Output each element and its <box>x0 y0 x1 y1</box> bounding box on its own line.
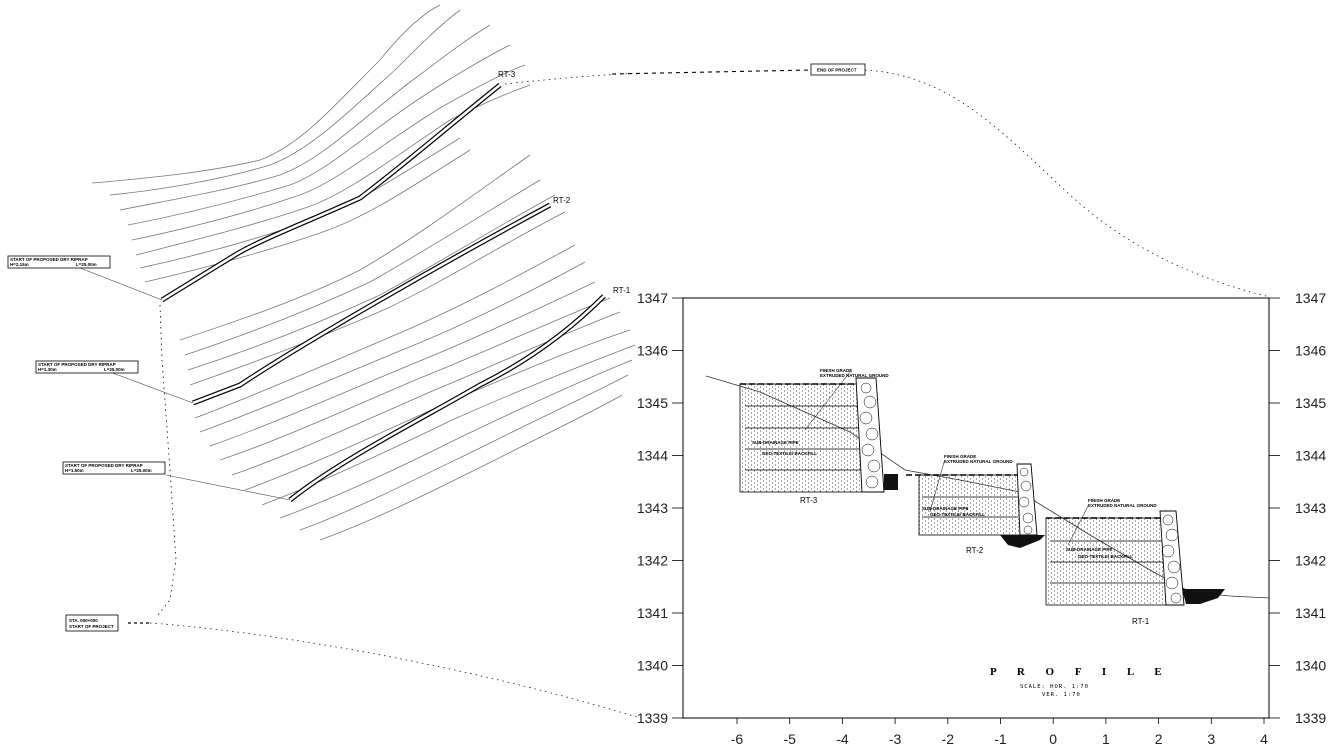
profile-scale-ver: VER. 1:70 <box>1042 692 1081 698</box>
x-tick-label: -5 <box>783 731 796 747</box>
riprap-wall-rt1 <box>288 294 606 502</box>
svg-text:L=25.00m: L=25.00m <box>104 367 125 372</box>
svg-text:FINISH GRADE: FINISH GRADE <box>944 454 976 459</box>
x-tick-label: 1 <box>1102 731 1110 747</box>
contour-line <box>199 261 586 433</box>
contour-line <box>194 244 576 419</box>
svg-text:EXTRUDED NATURAL GROUND: EXTRUDED NATURAL GROUND <box>820 373 889 378</box>
start-of-project-label: STA. 000+000 START OF PROJECT <box>65 614 119 632</box>
svg-text:START OF PROJECT: START OF PROJECT <box>69 624 114 629</box>
contour-lines <box>91 4 636 541</box>
contour-line <box>91 4 441 184</box>
profile-rt3-label: RT-3 <box>800 496 818 505</box>
plan-rt2-label: RT-2 <box>553 196 571 205</box>
svg-text:FINISH GRADE: FINISH GRADE <box>820 368 852 373</box>
svg-text:START OF PROPOSED DRY RIPRAP: START OF PROPOSED DRY RIPRAP <box>10 257 88 262</box>
profile-rt2-label: RT-2 <box>966 546 984 555</box>
y-tick-label-right: 1347 <box>1295 290 1326 306</box>
y-axis-right: 1347 1346 1345 1344 1343 1342 1341 1340 1339 <box>1269 290 1326 726</box>
svg-text:GEO-TEXTILE/ BACKFILL: GEO-TEXTILE/ BACKFILL <box>762 451 817 456</box>
y-tick-label-left: 1339 <box>637 710 668 726</box>
y-tick-label-right: 1344 <box>1295 448 1326 464</box>
y-tick-label-left: 1344 <box>637 448 668 464</box>
contour-line <box>109 9 461 196</box>
contour-line <box>209 281 596 447</box>
y-tick-label-left: 1346 <box>637 343 668 359</box>
y-tick-label-right: 1342 <box>1295 553 1326 569</box>
svg-text:SUB-DRAINAGE PIPE: SUB-DRAINAGE PIPE <box>752 440 799 445</box>
x-tick-label: 0 <box>1049 731 1057 747</box>
contour-line <box>279 359 633 519</box>
y-tick-label-left: 1347 <box>637 290 668 306</box>
contour-line <box>219 297 611 461</box>
y-tick-label-left: 1343 <box>637 500 668 516</box>
section-rt3: FINISH GRADE EXTRUDED NATURAL GROUND SUB… <box>739 368 898 505</box>
contour-line <box>299 374 629 531</box>
riprap-wall-rt3 <box>160 83 502 303</box>
riprap-wall-rt2 <box>192 202 552 406</box>
svg-text:L=25.00m: L=25.00m <box>76 262 97 267</box>
contour-line <box>127 44 511 226</box>
plan-view: RT-3 RT-2 RT-1 START OF PROPOSED DRY RIP… <box>7 4 1271 719</box>
profile-title: P R O F I L E <box>990 666 1171 678</box>
y-tick-label-left: 1340 <box>637 658 668 674</box>
y-tick-label-right: 1340 <box>1295 658 1326 674</box>
svg-text:STA. 000+000: STA. 000+000 <box>69 618 98 623</box>
profile-scale-hor: SCALE: HOR. 1:70 <box>1020 684 1089 690</box>
contour-line <box>319 394 623 541</box>
y-tick-label-right: 1345 <box>1295 395 1326 411</box>
svg-text:SUB-DRAINAGE PIPE: SUB-DRAINAGE PIPE <box>1066 547 1113 552</box>
y-tick-label-left: 1342 <box>637 553 668 569</box>
svg-text:GEO-TEXTILE/ BACKFILL: GEO-TEXTILE/ BACKFILL <box>1078 554 1133 559</box>
plan-rt3-label: RT-3 <box>498 70 516 79</box>
contour-line <box>189 211 566 386</box>
y-tick-label-right: 1341 <box>1295 605 1326 621</box>
svg-text:GEO-TEXTILE/ BACKFILL: GEO-TEXTILE/ BACKFILL <box>930 512 985 517</box>
contour-line <box>119 24 491 211</box>
svg-text:START OF PROPOSED DRY RIPRAP: START OF PROPOSED DRY RIPRAP <box>38 362 116 367</box>
profile-rt1-label: RT-1 <box>1132 617 1150 626</box>
y-tick-label-right: 1339 <box>1295 710 1326 726</box>
svg-text:H=2.15m: H=2.15m <box>10 262 29 267</box>
x-tick-label: -1 <box>994 731 1007 747</box>
x-tick-label: 3 <box>1207 731 1215 747</box>
svg-text:L=25.00m: L=25.00m <box>131 468 152 473</box>
y-axis-left: 1347 1346 1345 1344 1343 1342 1341 1340 1339 <box>637 290 683 726</box>
contour-line <box>144 149 471 283</box>
callout-start-riprap-3: START OF PROPOSED DRY RIPRAP H=1.50m L=2… <box>62 461 166 475</box>
contour-line <box>187 194 556 371</box>
y-tick-label-left: 1345 <box>637 395 668 411</box>
plan-rt1-label: RT-1 <box>613 286 631 295</box>
svg-text:START OF PROPOSED DRY RIPRAP: START OF PROPOSED DRY RIPRAP <box>65 463 143 468</box>
svg-text:EXTRUDED NATURAL GROUND: EXTRUDED NATURAL GROUND <box>1088 503 1157 508</box>
svg-text:SUB-DRAINAGE PIPE: SUB-DRAINAGE PIPE <box>922 506 969 511</box>
svg-text:EXTRUDED NATURAL GROUND: EXTRUDED NATURAL GROUND <box>944 459 1013 464</box>
section-rt2: FINISH GRADE EXTRUDED NATURAL GROUND SUB… <box>906 454 1045 555</box>
y-tick-label-right: 1343 <box>1295 500 1326 516</box>
callout-start-riprap-1: START OF PROPOSED DRY RIPRAP H=2.15m L=2… <box>7 255 111 269</box>
contour-line <box>179 154 531 341</box>
y-tick-label-right: 1346 <box>1295 343 1326 359</box>
contour-line <box>184 179 541 356</box>
x-tick-label: -4 <box>836 731 849 747</box>
svg-text:END OF PROJECT: END OF PROJECT <box>817 68 857 73</box>
x-tick-label: 2 <box>1155 731 1163 747</box>
x-tick-label: -3 <box>889 731 902 747</box>
x-tick-label: -2 <box>942 731 955 747</box>
x-axis: -6 -5 -4 -3 -2 -1 0 1 2 3 4 <box>731 718 1268 747</box>
svg-text:H=1.30m: H=1.30m <box>38 367 57 372</box>
end-of-project-label: END OF PROJECT <box>810 63 866 76</box>
x-tick-label: -6 <box>731 731 744 747</box>
contour-line <box>135 84 531 256</box>
svg-text:FINISH GRADE: FINISH GRADE <box>1088 498 1120 503</box>
contour-line <box>131 64 526 241</box>
y-tick-label-left: 1341 <box>637 605 668 621</box>
section-rt1: FINISH GRADE EXTRUDED NATURAL GROUND SUB… <box>1045 498 1225 626</box>
x-tick-label: 4 <box>1260 731 1268 747</box>
svg-text:H=1.50m: H=1.50m <box>65 468 84 473</box>
callout-start-riprap-2: START OF PROPOSED DRY RIPRAP H=1.30m L=2… <box>35 360 139 374</box>
